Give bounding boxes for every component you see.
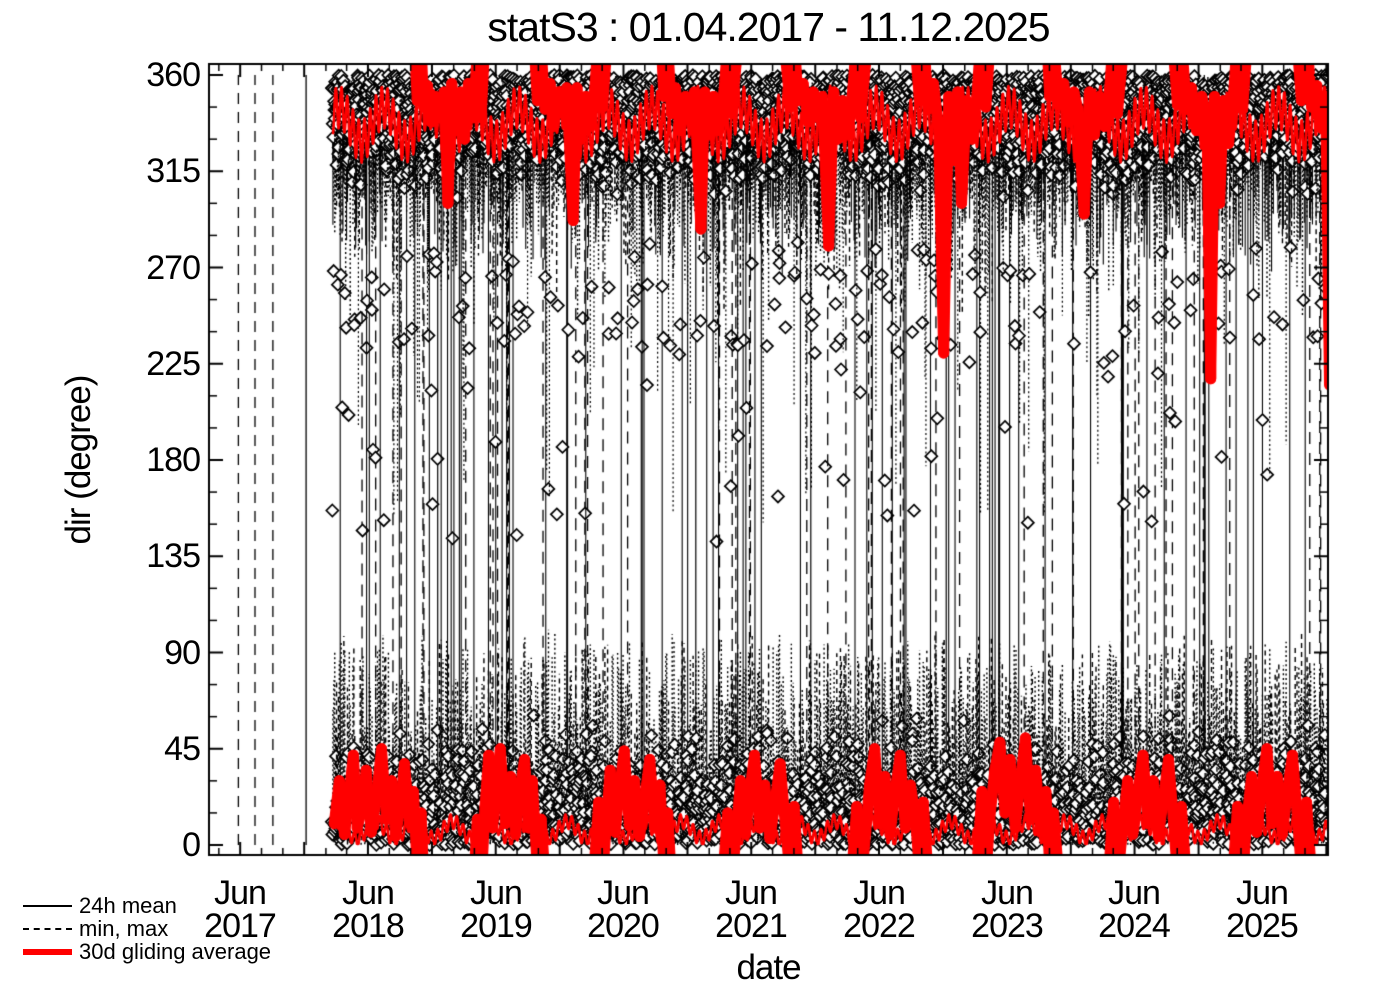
legend-item-min-max: min, max xyxy=(23,915,271,941)
y-tick-label-270: 270 xyxy=(146,249,201,287)
legend-item-24h-mean: 24h mean xyxy=(23,892,271,918)
legend-label: 30d gliding average xyxy=(79,938,272,964)
legend-label: 24h mean xyxy=(79,892,177,918)
x-tick-month: Jun xyxy=(597,874,650,912)
solid-line-sample xyxy=(23,904,72,907)
y-tick-label-225: 225 xyxy=(146,345,201,383)
x-tick-label-2024: Jun 2024 xyxy=(1069,874,1199,945)
x-tick-label-2022: Jun 2022 xyxy=(814,874,944,945)
legend: 24h mean min, max 30d gliding average xyxy=(23,892,272,964)
y-tick-label-135: 135 xyxy=(146,537,201,575)
x-tick-month: Jun xyxy=(1108,874,1161,912)
x-tick-label-2019: Jun 2019 xyxy=(431,874,561,945)
x-tick-year: 2022 xyxy=(843,907,916,945)
x-tick-label-2020: Jun 2020 xyxy=(558,874,688,945)
x-tick-month: Jun xyxy=(981,874,1034,912)
x-tick-label-2017: Jun 2017 xyxy=(175,874,305,945)
y-tick-label-360: 360 xyxy=(146,56,201,94)
chart-title: statS3 : 01.04.2017 - 11.12.2025 xyxy=(487,4,1050,50)
y-axis-title: dir (degree) xyxy=(59,375,98,545)
x-tick-label-2021: Jun 2021 xyxy=(686,874,816,945)
legend-item-30d-average: 30d gliding average xyxy=(23,938,272,964)
y-tick-label-90: 90 xyxy=(164,634,201,672)
y-tick-label-0: 0 xyxy=(182,826,201,864)
x-tick-month: Jun xyxy=(470,874,523,912)
x-tick-label-2023: Jun 2023 xyxy=(942,874,1072,945)
x-tick-year: 2025 xyxy=(1226,907,1299,945)
red-line-sample xyxy=(23,948,72,955)
y-tick-label-315: 315 xyxy=(146,152,201,190)
x-tick-label-2025: Jun 2025 xyxy=(1197,874,1327,945)
dashed-line-sample xyxy=(23,927,72,930)
x-axis-title: date xyxy=(736,948,801,987)
y-tick-label-180: 180 xyxy=(146,441,201,479)
x-tick-month: Jun xyxy=(1236,874,1289,912)
x-tick-month: Jun xyxy=(214,874,267,912)
x-tick-year: 2018 xyxy=(332,907,405,945)
x-tick-year: 2019 xyxy=(460,907,533,945)
x-tick-month: Jun xyxy=(342,874,395,912)
x-tick-label-2018: Jun 2018 xyxy=(303,874,433,945)
y-tick-label-45: 45 xyxy=(164,730,201,768)
x-tick-year: 2020 xyxy=(587,907,660,945)
x-tick-month: Jun xyxy=(853,874,906,912)
x-tick-year: 2024 xyxy=(1098,907,1171,945)
x-tick-month: Jun xyxy=(725,874,778,912)
x-tick-year: 2023 xyxy=(971,907,1044,945)
x-tick-year: 2017 xyxy=(204,907,277,945)
legend-label: min, max xyxy=(79,915,169,941)
x-tick-year: 2021 xyxy=(715,907,788,945)
